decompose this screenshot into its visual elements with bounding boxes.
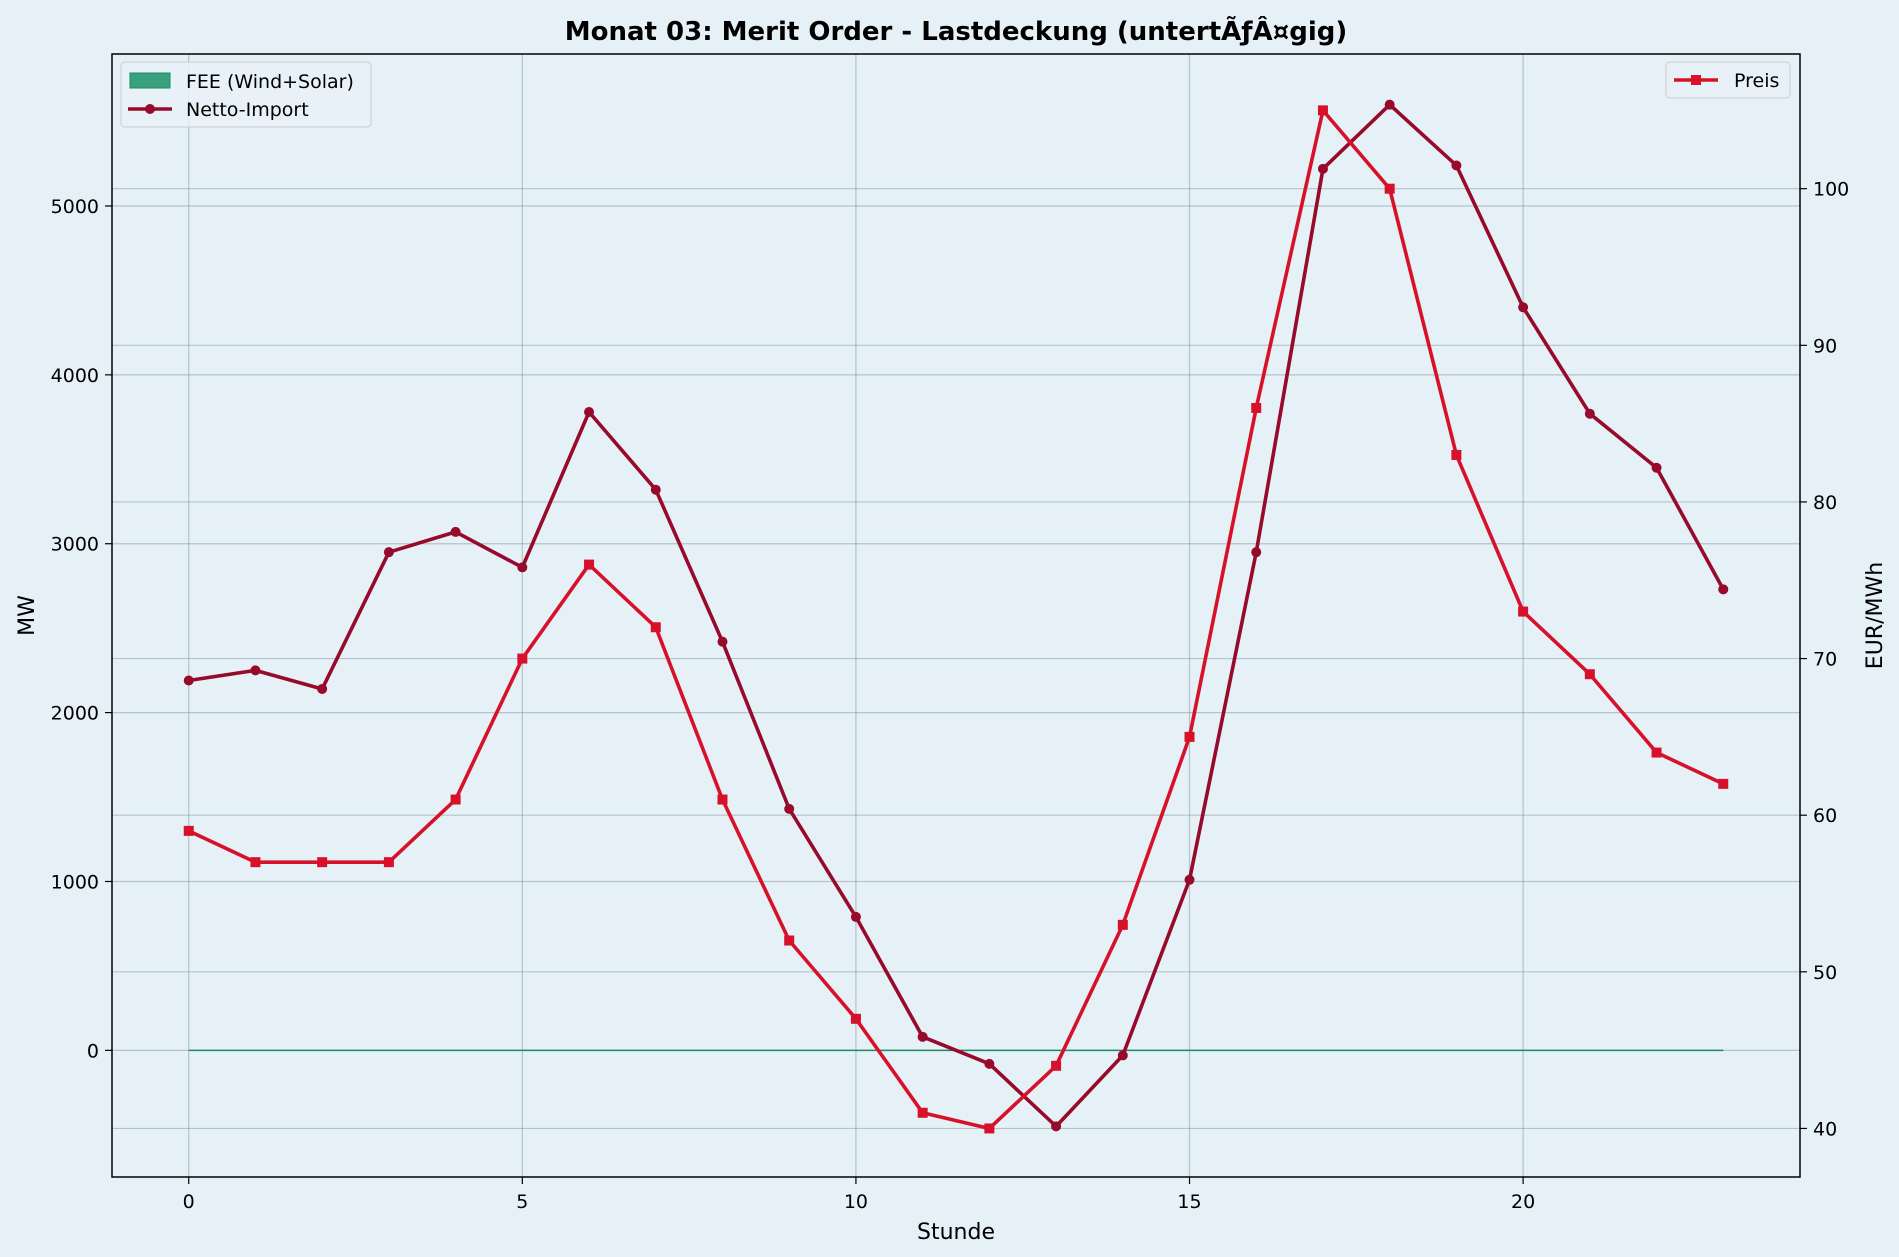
- series-line-preis: [187, 108, 1725, 1131]
- y2-tick-label: 50: [1813, 962, 1837, 984]
- point-netto-import: [1184, 874, 1195, 885]
- point-netto-import: [1451, 160, 1462, 171]
- point-preis: [1384, 183, 1395, 194]
- y2-tick-label: 40: [1813, 1118, 1837, 1140]
- y-tick-label: 2000: [51, 703, 99, 725]
- point-preis: [984, 1123, 995, 1134]
- legend-marker-preis: [1691, 75, 1701, 85]
- y2-tick-label: 80: [1813, 492, 1837, 514]
- x-tick-label: 20: [1511, 1191, 1535, 1213]
- series-line-netto-import: [188, 102, 1725, 1129]
- legend-right: Preis: [1665, 61, 1791, 99]
- point-preis: [1317, 105, 1328, 116]
- legend-left-box: [120, 61, 372, 128]
- point-netto-import: [1718, 584, 1729, 595]
- y-tick-label: 4000: [51, 365, 99, 387]
- point-preis: [1718, 778, 1729, 789]
- point-preis: [317, 857, 328, 868]
- point-netto-import: [1117, 1050, 1128, 1061]
- point-preis: [917, 1107, 928, 1118]
- point-preis: [1251, 402, 1262, 413]
- point-netto-import: [1384, 99, 1395, 110]
- y2-tick-label: 100: [1813, 179, 1849, 201]
- point-netto-import: [784, 803, 795, 814]
- y-axis-label: MW: [15, 595, 40, 636]
- point-preis: [1184, 731, 1195, 742]
- point-preis: [250, 857, 261, 868]
- y2-tick-label: 70: [1813, 649, 1837, 671]
- point-preis: [517, 653, 528, 664]
- point-netto-import: [717, 636, 728, 647]
- point-netto-import: [250, 665, 261, 676]
- point-netto-import: [1518, 302, 1529, 313]
- point-netto-import: [850, 911, 861, 922]
- legend-marker-netto-import: [145, 104, 155, 114]
- point-netto-import: [450, 526, 461, 537]
- point-preis: [717, 794, 728, 805]
- point-preis: [383, 857, 394, 868]
- point-netto-import: [1051, 1121, 1062, 1132]
- x-tick-label: 15: [1177, 1191, 1201, 1213]
- point-preis: [850, 1013, 861, 1024]
- point-netto-import: [1317, 163, 1328, 174]
- point-netto-import: [1251, 547, 1262, 558]
- y2-tick-label: 90: [1813, 335, 1837, 357]
- y-tick-label: 0: [87, 1040, 99, 1062]
- point-netto-import: [183, 675, 194, 686]
- plot-frame: [111, 53, 1801, 1178]
- point-netto-import: [383, 547, 394, 558]
- point-preis: [1651, 747, 1662, 758]
- legend-label-fee: FEE (Wind+Solar): [186, 71, 354, 93]
- x-tick-label: 0: [183, 1191, 195, 1213]
- legend-label-preis: Preis: [1734, 70, 1779, 92]
- point-preis: [1451, 449, 1462, 460]
- legend-right-box: [1665, 61, 1791, 99]
- y2-tick-label: 60: [1813, 805, 1837, 827]
- point-netto-import: [584, 407, 595, 418]
- legend-left: FEE (Wind+Solar) Netto-Import: [120, 61, 372, 128]
- x-tick-label: 5: [516, 1191, 528, 1213]
- point-netto-import: [1584, 408, 1595, 419]
- point-netto-import: [1651, 462, 1662, 473]
- y2-axis-label: EUR/MWh: [1863, 562, 1888, 669]
- legend-label-netto-import: Netto-Import: [186, 99, 309, 121]
- point-preis: [784, 935, 795, 946]
- point-preis: [1518, 606, 1529, 617]
- y-tick-label: 3000: [51, 534, 99, 556]
- point-preis: [450, 794, 461, 805]
- point-preis: [183, 825, 194, 836]
- axes: 0 5 10 15 20 0 1000 2000 3000 4000 5000 40 50 60 70 80 9…: [51, 179, 1850, 1213]
- x-tick-label: 10: [844, 1191, 868, 1213]
- point-netto-import: [517, 562, 528, 573]
- point-netto-import: [984, 1058, 995, 1069]
- legend-swatch-fee: [129, 72, 171, 89]
- x-axis-label: Stunde: [917, 1220, 995, 1245]
- y-tick-label: 5000: [51, 196, 99, 218]
- chart-title: Monat 03: Merit Order - Lastdeckung (unt…: [565, 15, 1348, 47]
- y-tick-label: 1000: [51, 871, 99, 893]
- point-preis: [650, 622, 661, 633]
- point-preis: [1117, 919, 1128, 930]
- grid: [112, 54, 1800, 1177]
- point-netto-import: [317, 683, 328, 694]
- point-preis: [1051, 1060, 1062, 1071]
- series-layer: [183, 99, 1729, 1134]
- point-preis: [1584, 669, 1595, 680]
- point-netto-import: [917, 1031, 928, 1042]
- point-netto-import: [650, 484, 661, 495]
- point-preis: [584, 559, 595, 570]
